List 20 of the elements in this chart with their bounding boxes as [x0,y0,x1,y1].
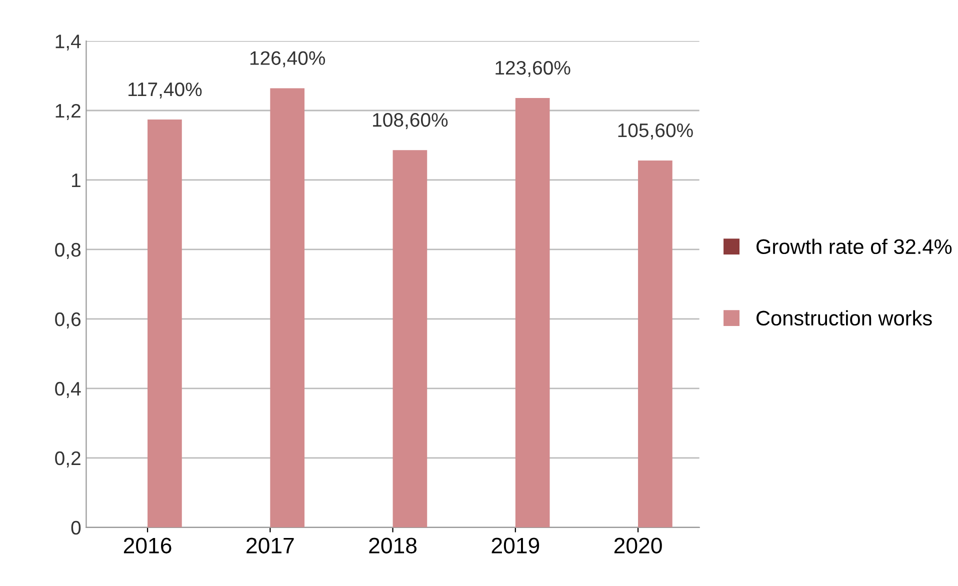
x-tick-label: 2020 [614,538,662,554]
y-tick-label: 0 [71,520,81,535]
data-label: 126,40% [250,51,326,68]
y-tick-label: 0,8 [55,242,81,259]
data-label: 123,60% [496,60,570,78]
legend-label: Growth rate of 32.4% [756,238,952,254]
data-label: 117,40% [128,82,202,99]
y-tick-label: 0,4 [55,382,81,398]
data-label: 105,60% [618,123,693,140]
x-tick-label: 2017 [246,538,294,554]
x-tick-label: 2018 [369,538,417,554]
x-tick-label: 2016 [124,538,172,554]
y-tick-label: 1 [72,174,80,188]
y-tick-label: 0,6 [55,312,81,328]
data-label: 108,60% [373,113,448,130]
x-tick-label: 2019 [492,538,540,554]
legend-label: Construction works [756,310,932,326]
y-tick-label: 1,2 [56,104,80,120]
y-tick-label: 1,4 [56,34,81,51]
y-tick-label: 0,2 [55,451,80,468]
